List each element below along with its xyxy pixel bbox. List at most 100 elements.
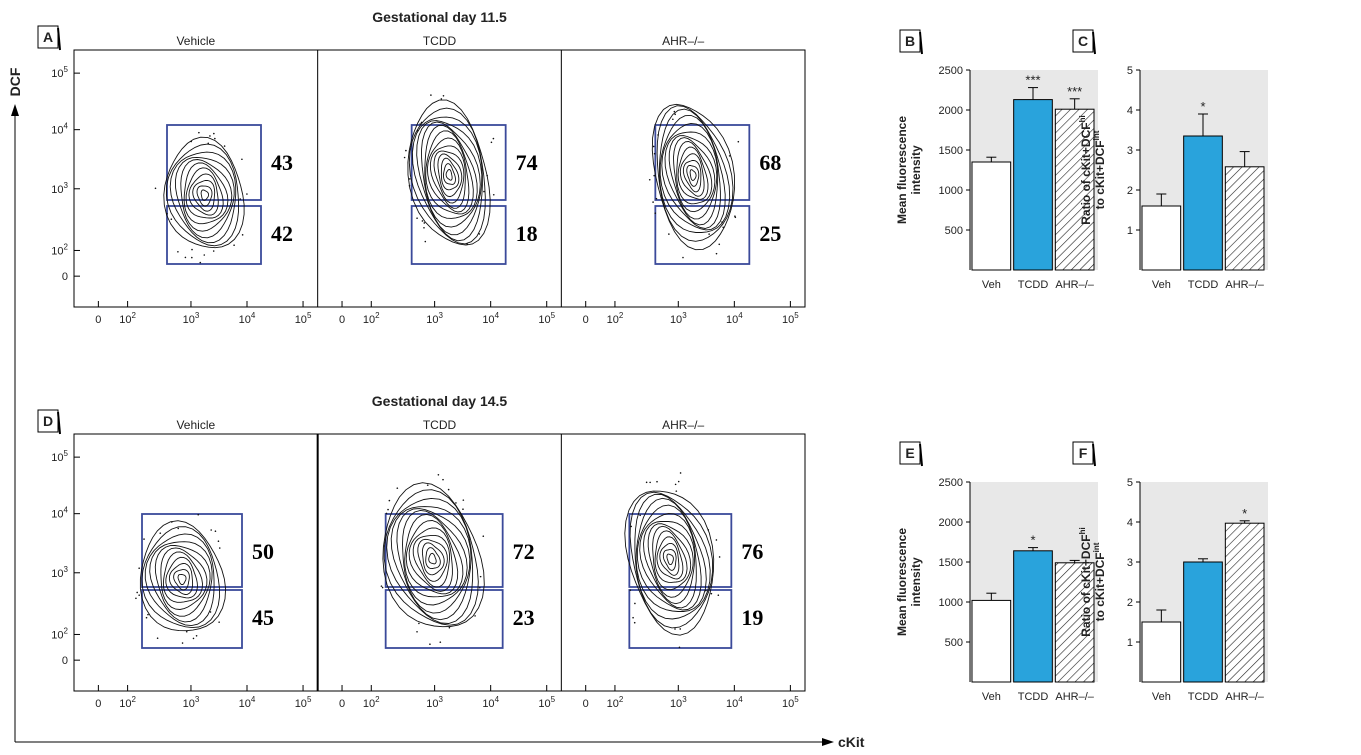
event-dot — [420, 121, 423, 124]
x-tick-label: 105 — [782, 311, 799, 326]
x-tick-label: 105 — [295, 311, 312, 326]
contour-line — [411, 116, 483, 242]
contour-line — [428, 552, 437, 565]
panel-label: D — [43, 413, 53, 429]
event-dot — [490, 141, 493, 144]
event-dot — [387, 508, 389, 511]
event-dot — [191, 248, 193, 251]
gate-lower — [410, 205, 507, 265]
y-tick-label: 0 — [62, 655, 68, 667]
event-dot — [718, 243, 721, 246]
event-dot — [649, 481, 651, 484]
contour-line — [386, 497, 474, 624]
bar — [1224, 166, 1265, 271]
condition-label: AHR–/– — [662, 34, 704, 48]
y-axis-label-line2: intensity — [909, 557, 923, 607]
event-dot — [419, 123, 421, 125]
event-dot — [209, 135, 211, 137]
event-dot — [630, 525, 633, 528]
y-axis-label-line2: to cKit+DCFint — [1092, 130, 1107, 209]
event-dot — [674, 628, 676, 630]
contour-line — [163, 136, 245, 249]
lower-percentage: 25 — [759, 221, 781, 246]
contour-line — [141, 526, 221, 629]
contour-line — [651, 103, 736, 251]
event-dot — [717, 594, 720, 597]
x-tick-label: 104 — [482, 695, 499, 710]
bar — [1141, 205, 1182, 271]
event-dot — [192, 637, 195, 640]
event-dot — [430, 94, 432, 96]
event-dot — [737, 140, 740, 143]
bar — [1141, 621, 1182, 683]
x-tick-label: 102 — [363, 695, 380, 710]
event-dot — [154, 187, 157, 190]
contour-line — [177, 573, 187, 585]
event-dot — [652, 145, 655, 148]
event-dot — [442, 478, 444, 481]
panel-title: Gestational day 11.5 — [372, 9, 507, 25]
contour-line — [180, 159, 233, 232]
x-tick-label: 103 — [426, 695, 443, 710]
event-dot — [191, 256, 193, 259]
contour-line — [188, 173, 219, 216]
event-dot — [673, 110, 676, 113]
event-dot — [426, 484, 429, 486]
event-dot — [462, 508, 464, 511]
contour-line — [639, 513, 697, 609]
event-dot — [403, 156, 406, 159]
event-dot — [177, 527, 180, 530]
contour-line — [634, 493, 711, 620]
panel-label: A — [43, 29, 53, 45]
event-dot — [492, 193, 495, 196]
event-dot — [209, 611, 212, 613]
y-tick-label: 1000 — [939, 185, 963, 197]
event-dot — [710, 592, 713, 595]
lower-percentage: 19 — [741, 605, 763, 630]
event-dot — [416, 129, 419, 132]
contour-line — [383, 489, 479, 626]
global-axes: DCF cKit — [7, 67, 865, 750]
significance-marker: * — [1200, 99, 1205, 114]
gate-lower — [141, 589, 243, 649]
event-dot — [156, 637, 159, 640]
contour-line — [661, 122, 721, 229]
event-dot — [217, 540, 220, 543]
event-dot — [145, 616, 148, 619]
event-dot — [212, 250, 215, 252]
significance-marker: * — [1030, 533, 1035, 548]
y-tick-label: 103 — [51, 565, 68, 580]
contour-line — [659, 542, 680, 576]
contour-line — [426, 137, 470, 213]
bar — [1183, 135, 1223, 271]
event-dot — [218, 547, 221, 549]
contour-line — [173, 569, 190, 591]
contour-line — [433, 150, 465, 204]
y-tick-label: 102 — [51, 626, 68, 641]
contour-line — [382, 482, 485, 628]
contour-line — [424, 124, 478, 219]
event-dot — [214, 530, 217, 532]
y-tick-label: 105 — [51, 449, 68, 464]
event-dot — [416, 630, 418, 633]
x-tick-label: AHR–/– — [1225, 691, 1264, 703]
panel-label-shadow — [1092, 31, 1096, 55]
event-dot — [668, 233, 670, 235]
contour-line — [425, 130, 474, 215]
contour-line — [664, 131, 719, 226]
x-tick-label: Veh — [1152, 691, 1171, 703]
event-dot — [198, 131, 200, 134]
event-dot — [388, 499, 391, 502]
y-tick-label: 2500 — [939, 65, 963, 77]
gate-upper — [384, 513, 504, 588]
event-dot — [408, 178, 411, 180]
event-dot — [147, 613, 149, 616]
event-dot — [679, 628, 682, 630]
contour-line — [192, 179, 216, 212]
flow-cytometry-layer: Gestational day 11.5 A 105 104 103 102 0 Vehicl… — [37, 9, 806, 710]
contour-line — [149, 541, 213, 623]
x-axis-label: cKit — [838, 734, 865, 750]
y-tick-label: 3 — [1127, 145, 1133, 157]
